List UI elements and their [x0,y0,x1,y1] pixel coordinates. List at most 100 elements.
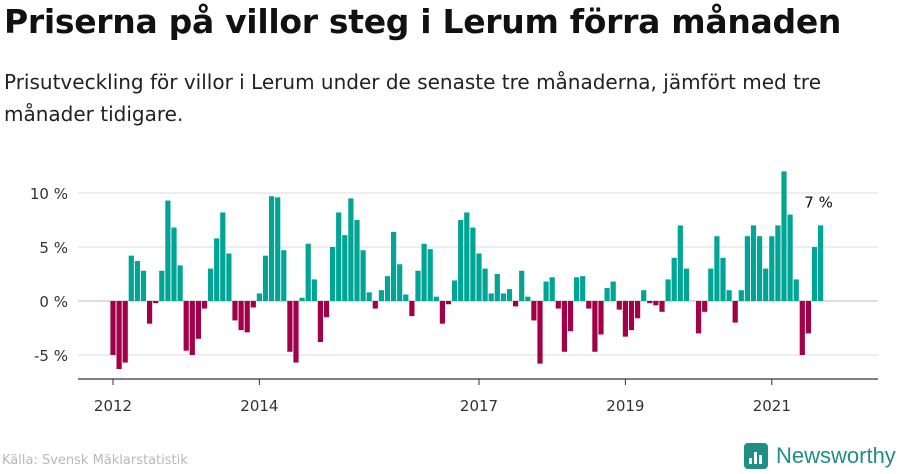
bar [128,255,134,301]
bar [244,301,250,333]
bar [299,297,305,301]
bar [482,268,488,301]
bar [293,301,299,363]
x-tick-label: 2012 [94,397,132,415]
bar [622,301,628,337]
bar [378,290,384,301]
bar [799,301,805,355]
bar [586,301,592,309]
bar [732,301,738,323]
bar [220,212,226,301]
bar [281,250,287,301]
bar [763,268,769,301]
bar [738,290,744,301]
bar [305,243,311,301]
bar [598,301,604,335]
bar [781,171,787,301]
bar [330,247,336,301]
brand-name: Newsworthy [776,443,896,468]
bar [659,301,665,312]
bar [201,301,208,309]
chart-title: Priserna på villor steg i Lerum förra må… [4,2,842,41]
bar [165,200,171,301]
x-tick-label: 2019 [606,397,644,415]
bar [153,301,159,304]
bar [580,276,586,301]
bar [317,301,323,343]
brand: Newsworthy [744,441,896,471]
bar [494,274,500,301]
bar [647,301,653,304]
bar [214,238,220,301]
bar [391,231,397,301]
bar [500,293,506,301]
bar [720,257,726,301]
bar [354,220,360,301]
bar [116,301,122,370]
bar [159,270,165,301]
bar [519,270,525,301]
bar [183,301,189,351]
bar [342,235,348,301]
bar [360,250,366,301]
bar [476,253,482,301]
bar [147,301,153,324]
bar [793,279,799,301]
bar [452,280,458,301]
bar [818,225,824,301]
newsworthy-logo-icon [744,443,768,469]
bar [433,296,439,301]
bar [323,301,330,318]
bar [238,301,244,331]
bar [232,301,238,321]
bar [543,281,549,301]
bar [604,288,610,301]
bar [189,301,195,355]
bar [439,301,445,324]
last-value-label: 7 % [804,193,833,211]
bar [122,301,128,363]
bar [671,257,677,301]
bar [464,212,470,301]
bar [488,293,494,301]
bar [744,236,750,301]
y-tick-label: 10 % [30,185,68,203]
bar [805,301,811,334]
bar [641,290,647,301]
bar [665,279,671,301]
x-tick-label: 2021 [753,397,791,415]
bar [616,301,622,310]
x-tick-label: 2017 [460,397,498,415]
bar [134,261,140,301]
bar [415,270,421,301]
bar [421,243,427,301]
bar [195,301,201,339]
bar [537,301,543,364]
bar [567,301,574,332]
bar [696,301,702,334]
bar [525,296,531,301]
source-note: Källa: Svensk Mäklarstatistik [2,453,188,468]
y-tick-label: -5 % [34,347,68,365]
bar [275,197,281,301]
bar [506,289,513,301]
bar [208,268,214,301]
bar [110,301,116,355]
bar [445,301,452,305]
bar [256,293,262,301]
bar [171,227,177,301]
bar [427,249,433,301]
bar [787,214,793,301]
bar [177,265,183,301]
bar [531,301,537,321]
bar [549,277,555,301]
bar [592,301,598,352]
bar [683,268,689,301]
bar [702,301,708,312]
bar [635,301,641,319]
bar [397,264,403,301]
y-tick-label: 5 % [39,239,68,257]
bar [226,253,232,301]
bar [269,196,275,301]
